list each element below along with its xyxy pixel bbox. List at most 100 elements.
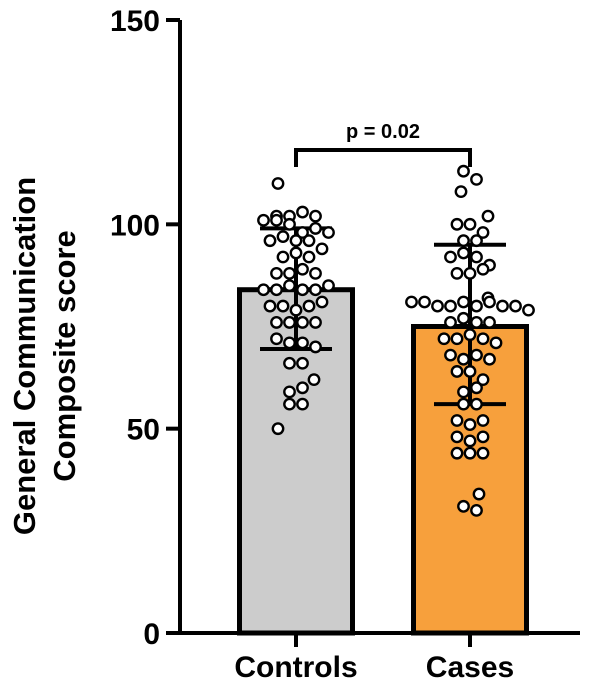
data-point-cases bbox=[437, 332, 451, 346]
data-point-cases bbox=[470, 172, 483, 186]
y-axis-title-line-2: Composite score bbox=[47, 230, 82, 482]
data-point-cases bbox=[457, 246, 470, 260]
significance-bracket bbox=[294, 148, 472, 167]
data-point-cases bbox=[463, 266, 477, 280]
data-point-cases bbox=[418, 295, 431, 309]
data-point-controls bbox=[309, 283, 322, 297]
data-point-controls bbox=[296, 205, 309, 219]
data-point-controls bbox=[271, 422, 285, 436]
data-point-cases bbox=[450, 365, 464, 378]
data-point-controls bbox=[309, 316, 322, 329]
data-point-controls bbox=[270, 283, 283, 297]
data-point-controls bbox=[283, 397, 296, 411]
data-point-controls bbox=[307, 373, 321, 387]
data-point-cases bbox=[444, 316, 457, 329]
data-point-controls bbox=[276, 250, 290, 264]
data-point-cases bbox=[444, 250, 457, 264]
data-point-controls bbox=[270, 316, 283, 329]
data-point-controls bbox=[296, 381, 309, 395]
y-tick-label: 150 bbox=[110, 5, 160, 38]
data-point-controls bbox=[309, 340, 322, 354]
data-point-cases bbox=[496, 299, 509, 313]
data-point-cases bbox=[476, 430, 490, 444]
data-point-controls bbox=[322, 226, 335, 239]
data-point-controls bbox=[276, 230, 290, 243]
data-point-controls bbox=[296, 336, 309, 350]
data-point-controls bbox=[283, 356, 296, 370]
data-point-cases bbox=[481, 209, 495, 223]
data-point-cases bbox=[522, 303, 535, 317]
data-point-controls bbox=[257, 213, 270, 227]
data-point-cases bbox=[476, 226, 490, 239]
data-point-controls bbox=[283, 279, 296, 293]
data-point-cases bbox=[450, 217, 464, 231]
data-point-controls bbox=[289, 303, 303, 317]
data-point-controls bbox=[296, 283, 309, 297]
data-point-cases bbox=[457, 499, 470, 513]
data-point-cases bbox=[483, 316, 496, 329]
data-point-controls bbox=[322, 279, 335, 293]
data-point-controls bbox=[283, 385, 296, 399]
y-tick-label: 100 bbox=[110, 209, 160, 242]
data-point-controls bbox=[296, 356, 309, 370]
y-tick-label: 50 bbox=[127, 414, 160, 447]
data-point-controls bbox=[263, 299, 277, 313]
data-point-cases bbox=[476, 446, 490, 460]
data-point-controls bbox=[296, 226, 309, 239]
data-point-cases bbox=[470, 348, 483, 362]
plot-area: 0 50 100 150 Controls Cases p = 0.02 bbox=[110, 5, 580, 684]
data-point-cases bbox=[476, 332, 490, 346]
data-point-controls bbox=[296, 262, 309, 276]
data-point-cases bbox=[470, 316, 483, 329]
data-point-cases bbox=[444, 348, 457, 362]
data-point-cases bbox=[470, 250, 483, 264]
data-point-cases bbox=[483, 352, 496, 366]
data-point-controls bbox=[270, 213, 283, 227]
data-point-cases bbox=[472, 487, 486, 501]
data-point-controls bbox=[296, 397, 309, 411]
data-point-controls bbox=[289, 234, 303, 248]
data-point-cases bbox=[450, 266, 464, 280]
data-point-controls bbox=[302, 299, 316, 313]
data-point-cases bbox=[457, 311, 470, 325]
data-point-cases bbox=[457, 295, 470, 309]
data-point-cases bbox=[509, 299, 522, 313]
data-point-cases bbox=[457, 164, 470, 178]
data-point-controls bbox=[270, 332, 283, 346]
data-point-cases bbox=[450, 446, 464, 460]
data-point-cases bbox=[470, 234, 483, 248]
data-point-cases bbox=[463, 365, 477, 378]
x-tick-label-controls: Controls bbox=[234, 651, 357, 684]
data-point-controls bbox=[309, 266, 322, 280]
data-point-cases bbox=[444, 299, 457, 313]
data-point-cases bbox=[483, 295, 496, 309]
data-point-controls bbox=[309, 209, 322, 223]
data-point-cases bbox=[463, 217, 477, 231]
data-point-cases bbox=[463, 446, 477, 460]
y-axis-title: General Communication Composite score bbox=[7, 177, 82, 535]
data-point-cases bbox=[450, 332, 464, 346]
data-point-controls bbox=[309, 222, 322, 235]
data-point-cases bbox=[457, 352, 470, 366]
data-point-cases bbox=[476, 373, 490, 387]
data-point-controls bbox=[296, 316, 309, 329]
data-point-controls bbox=[271, 177, 285, 190]
data-point-controls bbox=[302, 234, 316, 248]
data-point-cases bbox=[405, 295, 418, 309]
data-point-controls bbox=[315, 242, 329, 256]
data-point-cases bbox=[476, 262, 490, 276]
y-tick-label: 0 bbox=[143, 618, 160, 651]
data-point-cases bbox=[470, 299, 483, 313]
data-point-controls bbox=[283, 217, 296, 231]
data-point-controls bbox=[283, 266, 296, 280]
data-point-cases bbox=[489, 336, 503, 350]
data-point-cases bbox=[431, 299, 444, 313]
data-point-cases bbox=[470, 381, 483, 395]
data-point-controls bbox=[263, 234, 277, 248]
data-point-cases bbox=[457, 397, 470, 411]
data-point-cases bbox=[450, 414, 464, 427]
data-point-cases bbox=[470, 397, 483, 411]
data-point-cases bbox=[454, 185, 468, 199]
data-point-cases bbox=[463, 328, 477, 342]
